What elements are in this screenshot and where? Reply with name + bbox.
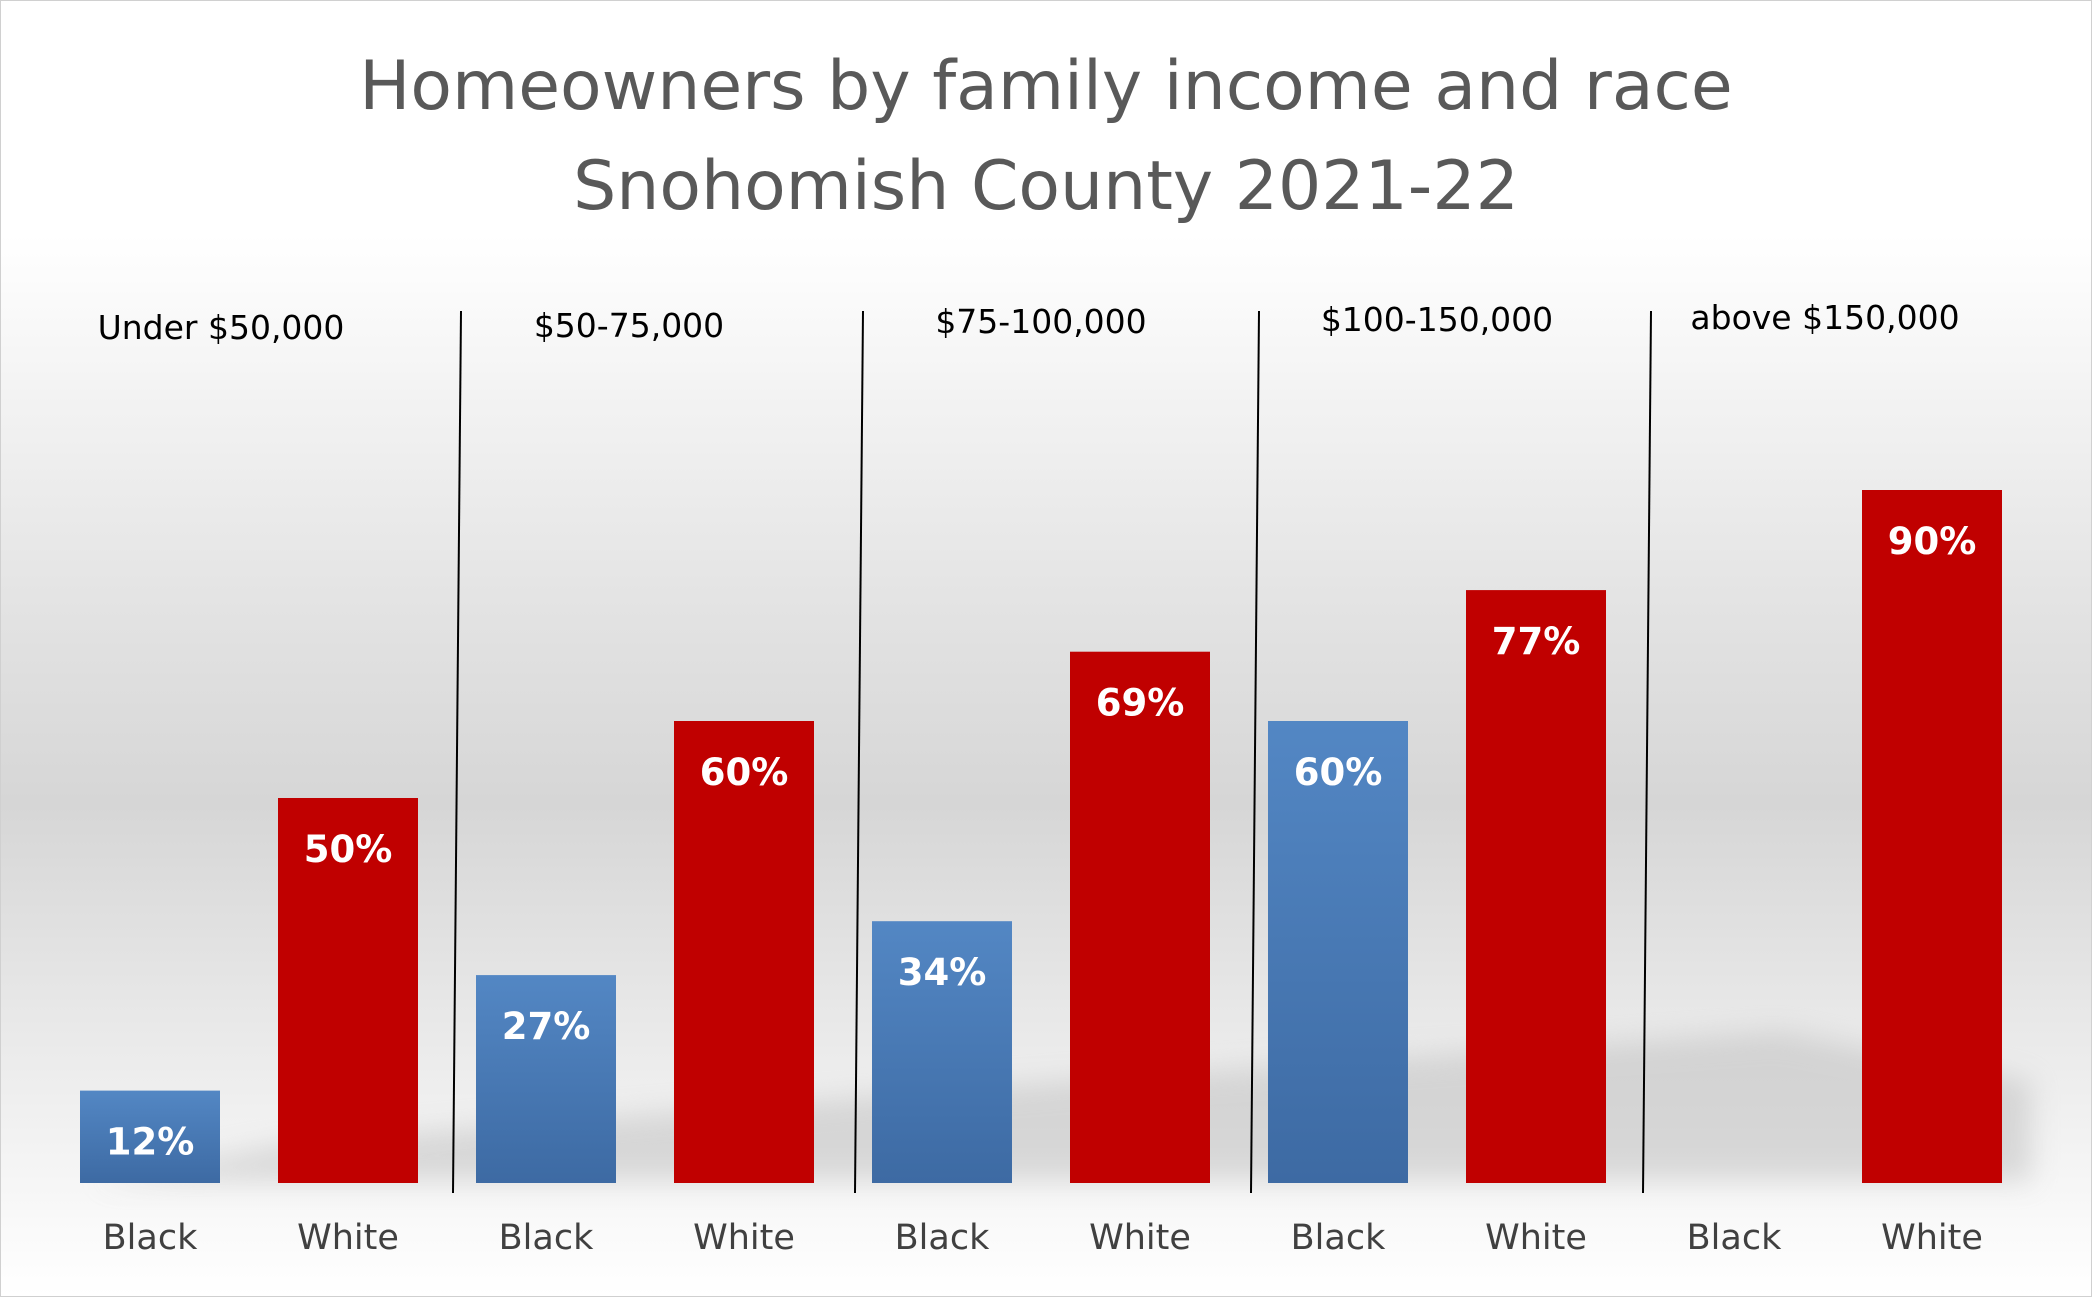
value-label-white-2: 60% (700, 751, 789, 794)
category-label-white-1: White (297, 1218, 399, 1258)
bar-white-2 (674, 721, 814, 1183)
bar-white-5 (1862, 490, 2002, 1183)
value-label-black-4: 60% (1294, 751, 1383, 794)
category-label-black-2: Black (499, 1218, 594, 1258)
value-label-white-1: 50% (304, 828, 393, 871)
category-label-black-3: Black (895, 1218, 990, 1258)
category-label-white-4: White (1485, 1218, 1587, 1258)
value-label-white-3: 69% (1096, 682, 1185, 725)
bar-black-1 (80, 1090, 220, 1183)
category-label-white-2: White (693, 1218, 795, 1258)
bar-white-1 (278, 798, 418, 1183)
group-label-4: $100-150,000 (1321, 300, 1553, 339)
group-divider-3 (1250, 310, 1260, 1194)
value-label-black-2: 27% (502, 1005, 591, 1048)
chart-subtitle: Snohomish County 2021-22 (573, 147, 1519, 226)
group-label-3: $75-100,000 (935, 302, 1146, 341)
group-label-1: Under $50,000 (98, 308, 345, 347)
bar-black-3 (872, 921, 1012, 1183)
group-divider-2 (854, 310, 864, 1194)
bar-white-3 (1070, 651, 1210, 1183)
category-label-white-5: White (1881, 1218, 1983, 1258)
bar-black-2 (476, 975, 616, 1183)
value-label-black-1: 12% (106, 1121, 195, 1164)
value-label-black-3: 34% (898, 951, 987, 994)
category-label-black-5: Black (1687, 1218, 1782, 1258)
bar-white-4 (1466, 590, 1606, 1183)
category-label-black-4: Black (1291, 1218, 1386, 1258)
category-labels: Black White Black White Black White Black White… (103, 1218, 1983, 1258)
value-labels: 12% 50% 27% 60% 34% 69% 60% 77% 90% (106, 520, 1977, 1164)
group-dividers (452, 310, 1652, 1194)
group-divider-4 (1642, 310, 1652, 1194)
group-labels: Under $50,000 $50-75,000 $75-100,000 $100-1… (98, 298, 1960, 347)
chart-title: Homeowners by family income and race (359, 47, 1733, 126)
group-divider-1 (452, 310, 462, 1194)
category-label-black-1: Black (103, 1218, 198, 1258)
value-label-white-4: 77% (1492, 620, 1581, 663)
bar-black-4 (1268, 721, 1408, 1183)
bars (80, 490, 2002, 1183)
group-label-2: $50-75,000 (534, 306, 724, 345)
value-label-white-5: 90% (1888, 520, 1977, 563)
group-label-5: above $150,000 (1690, 298, 1959, 337)
category-label-white-3: White (1089, 1218, 1191, 1258)
